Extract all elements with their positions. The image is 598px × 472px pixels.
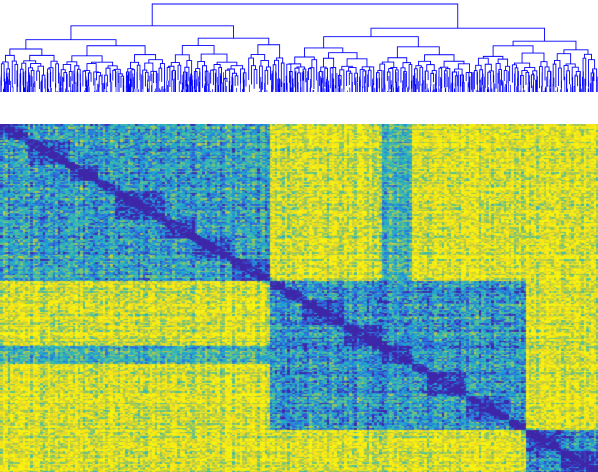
dendrogram-branches <box>0 3 598 92</box>
dendrogram-leaves <box>0 70 598 92</box>
correlation-heatmap <box>0 124 598 472</box>
dendrogram-tree <box>0 3 598 90</box>
dendrogram <box>0 3 598 92</box>
